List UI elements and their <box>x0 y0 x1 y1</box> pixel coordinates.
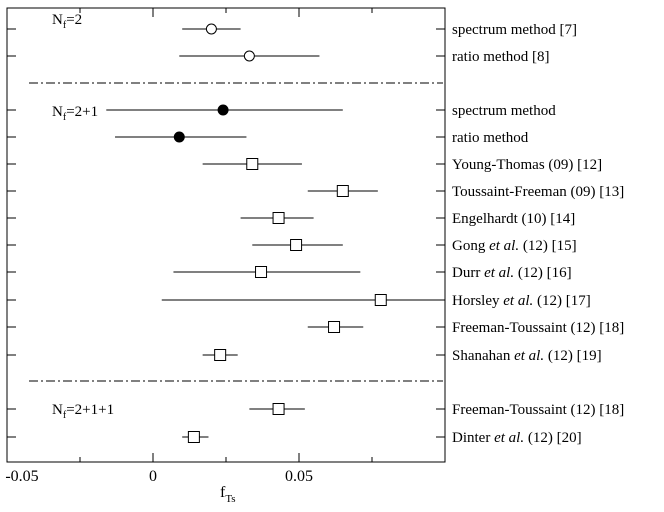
row-label: ratio method [8] <box>452 49 549 65</box>
row-label: Dinter et al. (12) [20] <box>452 430 582 446</box>
data-point-open-square <box>214 349 227 361</box>
row-label: Toussaint-Freeman (09) [13] <box>452 184 624 200</box>
row-label: Gong et al. (12) [15] <box>452 238 577 254</box>
data-point-filled-circle <box>217 104 229 116</box>
data-point-open-square <box>374 294 387 306</box>
data-point-open-square <box>290 239 303 251</box>
x-tick-label: 0 <box>149 468 157 485</box>
row-label: spectrum method <box>452 103 556 119</box>
data-point-open-square <box>272 403 285 415</box>
data-point-open-square <box>187 431 200 443</box>
row-label: Horsley et al. (12) [17] <box>452 293 591 309</box>
plot-frame <box>6 7 446 463</box>
row-label: Young-Thomas (09) [12] <box>452 157 602 173</box>
row-label: Freeman-Toussaint (12) [18] <box>452 320 624 336</box>
data-point-open-square <box>272 212 285 224</box>
x-axis-label: fTs <box>220 484 236 505</box>
group-label: Nf=2+1 <box>52 104 98 123</box>
data-point-open-square <box>246 158 259 170</box>
x-tick-label: -0.05 <box>5 468 38 485</box>
row-label: spectrum method [7] <box>452 22 577 38</box>
row-label: Durr et al. (12) [16] <box>452 265 572 281</box>
row-label: Freeman-Toussaint (12) [18] <box>452 402 624 418</box>
data-point-open-circle <box>243 50 255 62</box>
row-label: Engelhardt (10) [14] <box>452 211 575 227</box>
data-point-open-square <box>328 321 341 333</box>
row-label: Shanahan et al. (12) [19] <box>452 348 602 364</box>
data-point-filled-circle <box>173 131 185 143</box>
x-tick-label: 0.05 <box>285 468 313 485</box>
data-point-open-circle <box>205 23 217 35</box>
data-point-open-square <box>336 185 349 197</box>
group-label: Nf=2 <box>52 12 82 31</box>
row-label: ratio method <box>452 130 529 146</box>
data-point-open-square <box>255 266 268 278</box>
group-label: Nf=2+1+1 <box>52 402 114 421</box>
